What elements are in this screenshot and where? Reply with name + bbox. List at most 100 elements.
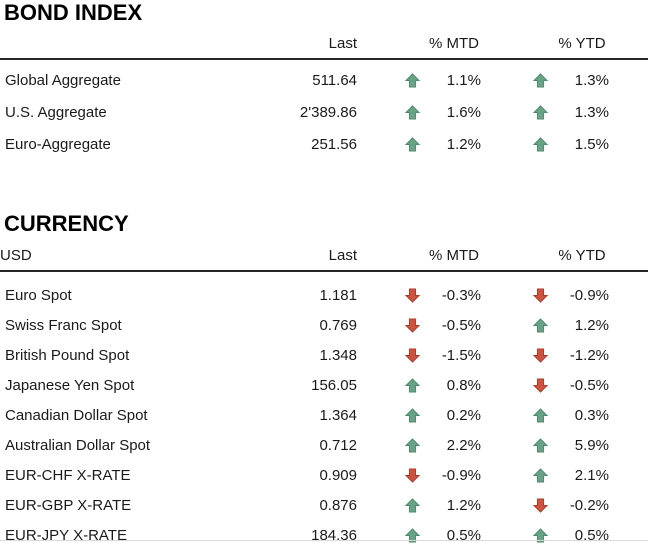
up-arrow-icon bbox=[404, 438, 420, 453]
mtd-value: 0.8% bbox=[446, 376, 481, 394]
ytd-arrow-cell bbox=[525, 310, 555, 340]
mtd-arrow-cell bbox=[397, 340, 427, 370]
last-value: 1.181 bbox=[319, 286, 357, 304]
last-value: 511.64 bbox=[312, 71, 357, 89]
up-arrow-icon bbox=[404, 378, 420, 393]
ytd-value: 2.1% bbox=[574, 466, 609, 484]
up-arrow-icon bbox=[532, 438, 548, 453]
mtd-value: -1.5% bbox=[441, 346, 481, 364]
column-header-ytd: % YTD bbox=[555, 24, 609, 60]
instrument-name: EUR-JPY X-RATE bbox=[5, 526, 127, 543]
instrument-name: U.S. Aggregate bbox=[5, 103, 107, 121]
header-spacer bbox=[397, 24, 427, 60]
down-arrow-icon bbox=[404, 468, 420, 483]
mtd-value: 0.2% bbox=[446, 406, 481, 424]
ytd-arrow-cell bbox=[525, 520, 555, 543]
mtd-value: -0.5% bbox=[441, 316, 481, 334]
ytd-value: 1.3% bbox=[574, 71, 609, 89]
spacer bbox=[609, 271, 648, 310]
spacer bbox=[481, 128, 525, 160]
spacer bbox=[609, 400, 648, 430]
table-row: EUR-GBP X-RATE 0.876 1.2% -0.2% bbox=[0, 490, 648, 520]
table-row: Canadian Dollar Spot 1.364 0.2% 0.3% bbox=[0, 400, 648, 430]
spacer bbox=[357, 128, 397, 160]
spacer bbox=[609, 310, 648, 340]
column-header-ytd: % YTD bbox=[555, 235, 609, 272]
ytd-arrow-cell bbox=[525, 460, 555, 490]
up-arrow-icon bbox=[532, 105, 548, 120]
down-arrow-icon bbox=[532, 348, 548, 363]
spacer bbox=[357, 460, 397, 490]
ytd-value: 0.3% bbox=[574, 406, 609, 424]
ytd-value: 1.2% bbox=[574, 316, 609, 334]
spacer bbox=[609, 59, 648, 96]
instrument-name: EUR-GBP X-RATE bbox=[5, 496, 132, 514]
up-arrow-icon bbox=[532, 468, 548, 483]
column-header-usd: USD bbox=[0, 235, 240, 272]
mtd-value: -0.9% bbox=[441, 466, 481, 484]
spacer bbox=[357, 430, 397, 460]
table-row: British Pound Spot 1.348 -1.5% -1.2% bbox=[0, 340, 648, 370]
up-arrow-icon bbox=[404, 498, 420, 513]
spacer bbox=[481, 96, 525, 128]
section-title-currency: CURRENCY bbox=[4, 211, 129, 236]
header-spacer bbox=[481, 24, 525, 60]
mtd-value: 1.1% bbox=[446, 71, 481, 89]
header-spacer bbox=[357, 235, 397, 272]
mtd-value: 0.5% bbox=[446, 526, 481, 543]
ytd-value: -1.2% bbox=[569, 346, 609, 364]
down-arrow-icon bbox=[404, 288, 420, 303]
column-header-instrument bbox=[0, 24, 240, 60]
spacer bbox=[357, 370, 397, 400]
instrument-name: Australian Dollar Spot bbox=[5, 436, 151, 454]
spacer bbox=[481, 310, 525, 340]
ytd-arrow-cell bbox=[525, 59, 555, 96]
last-value: 0.769 bbox=[319, 316, 357, 334]
last-value: 156.05 bbox=[311, 376, 357, 394]
mtd-value: 1.2% bbox=[446, 135, 481, 153]
spacer bbox=[609, 128, 648, 160]
spacer bbox=[609, 430, 648, 460]
spacer bbox=[481, 430, 525, 460]
up-arrow-icon bbox=[404, 105, 420, 120]
up-arrow-icon bbox=[532, 408, 548, 423]
last-value: 1.348 bbox=[319, 346, 357, 364]
mtd-arrow-cell bbox=[397, 271, 427, 310]
table-row: EUR-JPY X-RATE 184.36 0.5% 0.5% bbox=[0, 520, 648, 543]
ytd-value: 0.5% bbox=[574, 526, 609, 543]
ytd-arrow-cell bbox=[525, 340, 555, 370]
instrument-name: British Pound Spot bbox=[5, 346, 130, 364]
ytd-arrow-cell bbox=[525, 400, 555, 430]
instrument-name: EUR-CHF X-RATE bbox=[5, 466, 131, 484]
header-spacer bbox=[609, 24, 648, 60]
last-value: 2'389.86 bbox=[299, 103, 357, 121]
currency-section: CURRENCY USD Last % MTD % YTD bbox=[0, 213, 648, 543]
down-arrow-icon bbox=[532, 378, 548, 393]
mtd-value: 2.2% bbox=[446, 436, 481, 454]
header-spacer bbox=[481, 235, 525, 272]
spacer bbox=[357, 271, 397, 310]
ytd-value: 5.9% bbox=[574, 436, 609, 454]
spacer bbox=[481, 340, 525, 370]
up-arrow-icon bbox=[404, 137, 420, 152]
spacer bbox=[481, 271, 525, 310]
spacer bbox=[481, 490, 525, 520]
table-row: Euro-Aggregate 251.56 1.2% 1.5% bbox=[0, 128, 648, 160]
instrument-name: Swiss Franc Spot bbox=[5, 316, 122, 334]
currency-table: USD Last % MTD % YTD Euro Spot 1.181 -0.3%… bbox=[0, 235, 648, 543]
last-value: 1.364 bbox=[319, 406, 357, 424]
down-arrow-icon bbox=[532, 498, 548, 513]
column-header-mtd: % MTD bbox=[427, 24, 481, 60]
up-arrow-icon bbox=[532, 528, 548, 543]
spacer bbox=[609, 370, 648, 400]
up-arrow-icon bbox=[532, 318, 548, 333]
ytd-value: -0.9% bbox=[569, 286, 609, 304]
header-spacer bbox=[357, 24, 397, 60]
up-arrow-icon bbox=[404, 73, 420, 88]
column-header-mtd: % MTD bbox=[427, 235, 481, 272]
ytd-value: 1.3% bbox=[574, 103, 609, 121]
mtd-arrow-cell bbox=[397, 520, 427, 543]
spacer bbox=[481, 400, 525, 430]
up-arrow-icon bbox=[404, 408, 420, 423]
